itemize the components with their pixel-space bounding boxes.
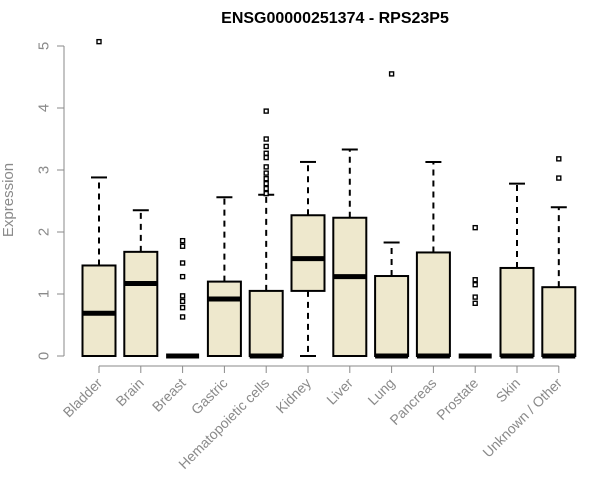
box-lung [374, 71, 410, 359]
outlier-point [179, 243, 186, 249]
box-prostate [458, 224, 492, 359]
x-tick-label: Prostate [433, 375, 481, 423]
y-tick-label: 4 [36, 104, 53, 112]
x-tick-label: Unknown / Other [479, 375, 565, 461]
y-tick-label: 2 [36, 228, 53, 236]
x-tick-label: Bladder [60, 375, 106, 421]
outlier-point [179, 314, 186, 320]
outlier-point [179, 260, 186, 266]
box-body [123, 250, 159, 357]
y-tick-label: 5 [36, 42, 53, 50]
outlier-point [472, 300, 478, 306]
box-body [290, 214, 326, 292]
outlier-point [472, 294, 478, 300]
box-body [499, 266, 535, 357]
outlier-point [472, 224, 478, 231]
outlier-point [263, 154, 269, 161]
outlier-point [263, 164, 269, 170]
x-tick-label: Liver [323, 375, 356, 408]
box-body [374, 275, 410, 357]
outlier-point [388, 71, 395, 77]
box-body [248, 289, 284, 357]
chart-title: ENSG00000251374 - RPS23P5 [221, 10, 449, 27]
outlier-point [179, 237, 186, 244]
box-body [206, 280, 242, 358]
x-tick-label: Lung [364, 375, 397, 408]
x-tick-label: Breast [149, 375, 189, 415]
box-bladder [81, 38, 117, 358]
box-hematopoietic-cells [248, 108, 284, 359]
outlier-point [263, 175, 269, 182]
outlier-point [556, 156, 562, 162]
outlier-point [263, 150, 269, 156]
outlier-point [179, 293, 186, 299]
outlier-point [263, 185, 269, 192]
outlier-point [263, 143, 269, 150]
outlier-point [263, 108, 269, 114]
box-breast [166, 237, 200, 359]
outlier-point [556, 175, 562, 181]
plot-area [81, 38, 577, 359]
y-axis: 0 1 2 3 4 5 [36, 42, 65, 360]
outlier-point [472, 282, 478, 288]
box-unknown-other [541, 156, 577, 359]
outlier-point [263, 180, 269, 187]
box-body [415, 251, 451, 358]
outlier-point [179, 273, 186, 280]
x-tick-label: Kidney [273, 375, 315, 417]
box-brain [123, 209, 159, 357]
outlier-point [472, 277, 478, 283]
outlier-point [263, 136, 269, 142]
y-tick-label: 0 [36, 352, 53, 360]
box-gastric [206, 196, 242, 358]
outlier-point [96, 38, 102, 45]
y-axis-label: Expression [0, 163, 17, 237]
box-kidney [290, 160, 326, 357]
outlier-point [179, 304, 186, 311]
y-tick-label: 3 [36, 166, 53, 174]
box-body [541, 286, 577, 357]
outlier-point [263, 170, 269, 176]
outlier-point [263, 190, 269, 197]
x-tick-label: Brain [112, 375, 146, 409]
y-tick-label: 1 [36, 290, 53, 298]
box-body [332, 216, 368, 357]
x-tick-label: Skin [493, 375, 524, 406]
box-pancreas [415, 160, 451, 359]
box-skin [499, 182, 535, 359]
outlier-point [179, 298, 186, 305]
box-liver [332, 148, 368, 357]
